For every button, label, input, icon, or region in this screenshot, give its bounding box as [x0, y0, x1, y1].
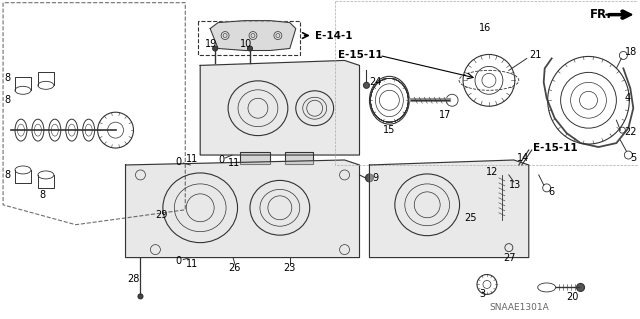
Text: 0: 0 — [218, 155, 224, 165]
Text: 29: 29 — [156, 210, 168, 220]
Text: 8: 8 — [4, 170, 10, 180]
Text: 24: 24 — [369, 77, 382, 87]
Text: 6: 6 — [548, 187, 555, 197]
Text: 13: 13 — [509, 180, 521, 190]
Text: 4: 4 — [625, 93, 630, 103]
Text: 3: 3 — [479, 289, 485, 300]
Text: 16: 16 — [479, 23, 492, 33]
Text: 15: 15 — [383, 125, 396, 135]
Text: 11: 11 — [186, 154, 198, 164]
Text: 5: 5 — [630, 153, 637, 163]
Text: 26: 26 — [228, 263, 241, 272]
Text: 9: 9 — [372, 173, 379, 183]
Text: 10: 10 — [240, 39, 252, 48]
Polygon shape — [125, 160, 360, 257]
Text: 21: 21 — [529, 50, 541, 61]
Text: 18: 18 — [625, 48, 637, 57]
Text: E-14-1: E-14-1 — [315, 31, 352, 41]
Ellipse shape — [212, 46, 218, 51]
Polygon shape — [200, 60, 360, 155]
Polygon shape — [369, 160, 529, 257]
Bar — [240, 152, 270, 164]
Ellipse shape — [138, 294, 143, 299]
Text: SNAAE1301A: SNAAE1301A — [489, 303, 548, 312]
Circle shape — [365, 174, 374, 182]
Text: FR.: FR. — [589, 8, 611, 21]
Text: 8: 8 — [4, 73, 10, 83]
Text: 19: 19 — [205, 39, 218, 48]
Circle shape — [577, 284, 584, 292]
Ellipse shape — [248, 46, 252, 51]
Text: E-15-11: E-15-11 — [338, 50, 382, 61]
Text: 17: 17 — [439, 110, 452, 120]
Text: 14: 14 — [517, 153, 529, 163]
Text: 27: 27 — [503, 253, 515, 263]
Text: 8: 8 — [39, 190, 45, 200]
Text: 22: 22 — [625, 127, 637, 137]
Text: 25: 25 — [464, 213, 477, 223]
Text: 12: 12 — [486, 167, 499, 177]
Circle shape — [364, 82, 369, 88]
Text: E-15-11: E-15-11 — [532, 143, 577, 153]
Text: 11: 11 — [228, 158, 241, 168]
Text: 23: 23 — [283, 263, 295, 272]
Text: 0: 0 — [175, 256, 181, 265]
Polygon shape — [210, 21, 296, 50]
Text: 28: 28 — [127, 274, 140, 285]
Text: 8: 8 — [4, 95, 10, 105]
Text: 20: 20 — [566, 293, 579, 302]
Text: 11: 11 — [186, 258, 198, 269]
Bar — [285, 152, 313, 164]
Text: 0: 0 — [175, 157, 181, 167]
